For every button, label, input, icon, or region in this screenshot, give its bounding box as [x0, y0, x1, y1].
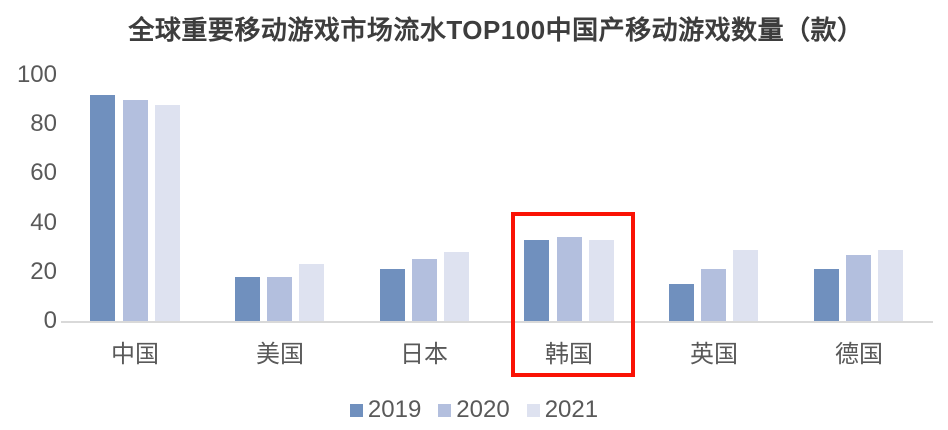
- x-category-label-1: 中国: [111, 341, 159, 368]
- bar-2020-category-6: [846, 255, 871, 321]
- bar-2020-category-5: [701, 269, 726, 321]
- bar-2021-category-2: [299, 264, 324, 321]
- bar-2019-category-3: [380, 269, 405, 321]
- bar-2021-category-5: [733, 250, 758, 321]
- bar-2019-category-6: [814, 269, 839, 321]
- legend-label: 2021: [544, 396, 599, 423]
- legend-swatch-icon: [438, 403, 452, 417]
- y-tick-label-0: 0: [43, 307, 57, 334]
- highlight-rectangle-korea: [511, 212, 635, 377]
- y-tick-label-40: 40: [30, 209, 57, 236]
- x-category-label-4: 韩国: [545, 341, 593, 368]
- chart-title: 全球重要移动游戏市场流水TOP100中国产移动游戏数量（款）: [128, 15, 864, 45]
- x-category-label-3: 日本: [400, 341, 448, 368]
- bar-2019-category-1: [90, 95, 115, 321]
- legend-swatch-icon: [349, 403, 363, 417]
- bar-2019-category-4: [524, 240, 549, 321]
- legend-item-2021: 2021: [526, 396, 599, 423]
- legend-label: 2020: [456, 396, 510, 423]
- x-category-label-2: 美国: [256, 341, 304, 368]
- y-tick-label-80: 80: [30, 110, 57, 137]
- x-axis-line: [61, 321, 933, 323]
- bar-2020-category-2: [267, 277, 292, 321]
- x-category-label-5: 英国: [690, 341, 738, 368]
- bar-2019-category-5: [669, 284, 694, 321]
- bar-2021-category-1: [155, 105, 180, 321]
- bar-2021-category-6: [878, 250, 903, 321]
- y-tick-label-60: 60: [30, 159, 57, 186]
- bar-2021-category-4: [589, 240, 614, 321]
- bar-2020-category-3: [412, 259, 437, 321]
- legend: 2019 2020 2021: [0, 398, 948, 422]
- legend-item-2020: 2020: [438, 396, 510, 423]
- y-tick-label-100: 100: [16, 61, 57, 88]
- legend-swatch-icon: [526, 403, 540, 417]
- bar-2020-category-4: [557, 237, 582, 321]
- x-category-label-6: 德国: [835, 341, 883, 368]
- bar-2019-category-2: [235, 277, 260, 321]
- bar-2021-category-3: [444, 252, 469, 321]
- legend-label: 2019: [367, 396, 422, 423]
- bar-2020-category-1: [123, 100, 148, 321]
- y-tick-label-20: 20: [30, 258, 57, 285]
- legend-item-2019: 2019: [349, 396, 422, 423]
